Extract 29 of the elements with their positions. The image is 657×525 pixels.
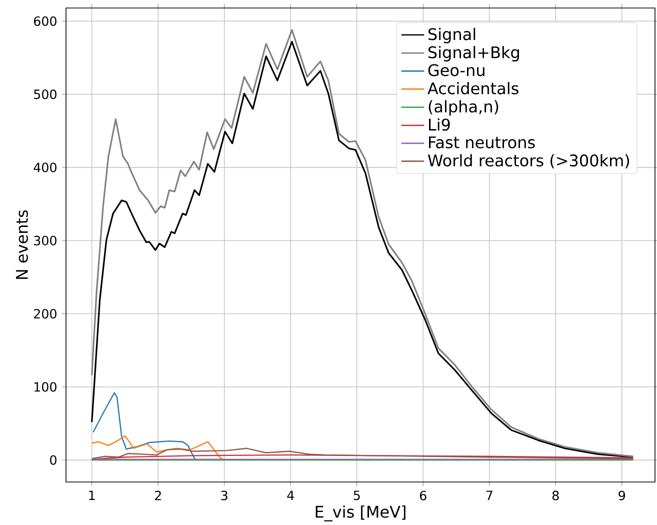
x-tick-label: 7 xyxy=(486,490,492,500)
legend-label: Accidentals xyxy=(428,82,518,94)
line-series xyxy=(92,392,196,460)
y-tick-label: 300 xyxy=(34,236,56,246)
y-tick-label: 400 xyxy=(34,162,56,172)
legend-label: Fast neutrons xyxy=(429,136,535,148)
legend-label: Signal+Bkg xyxy=(428,46,519,62)
y-axis-title: N events xyxy=(16,210,28,279)
legend-label: Li9 xyxy=(429,118,450,131)
y-tick-label: 500 xyxy=(34,90,56,100)
x-tick-label: 3 xyxy=(221,490,228,500)
x-tick-label: 1 xyxy=(89,490,95,500)
legend-label: Signal xyxy=(428,28,476,44)
y-tick-label: 0 xyxy=(50,455,56,465)
y-tick-label: 100 xyxy=(34,382,56,392)
legend-label: World reactors (>300km) xyxy=(428,154,630,168)
x-tick-label: 6 xyxy=(420,490,426,500)
x-tick-label: 9 xyxy=(618,490,626,500)
x-tick-label: 4 xyxy=(287,490,294,500)
x-axis-title: E_vis [MeV] xyxy=(316,505,406,522)
legend-label: (alpha,n) xyxy=(428,100,498,116)
legend-label: Geo-nu xyxy=(428,64,484,76)
x-tick-label: 5 xyxy=(354,490,360,500)
x-tick-label: 8 xyxy=(552,490,559,500)
y-tick-label: 600 xyxy=(34,16,56,26)
line-series xyxy=(91,448,634,460)
y-tick-label: 200 xyxy=(34,308,56,319)
line-series xyxy=(91,435,224,460)
x-tick-label: 2 xyxy=(154,490,161,500)
